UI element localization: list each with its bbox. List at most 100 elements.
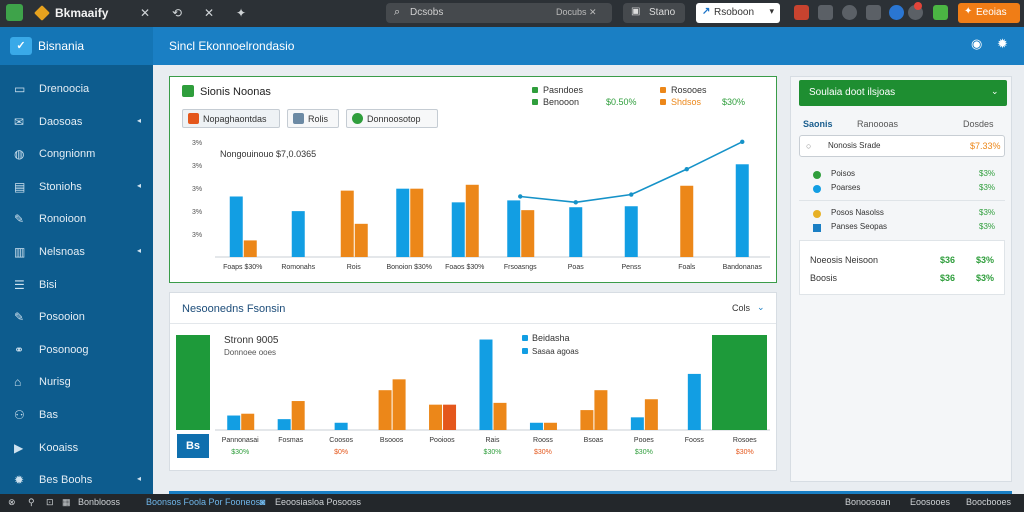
trend-point[interactable] [518,194,523,199]
taskbar-tray-item[interactable]: Bonoosoan [845,497,891,507]
sidebar-item[interactable]: ⚇ Bas [0,401,153,431]
bar[interactable] [429,404,443,430]
bar[interactable] [569,207,583,257]
cta-button[interactable]: ✦ Eeoias [958,3,1020,23]
app-brand[interactable]: Bkmaaify [55,6,109,20]
bar[interactable] [443,404,457,430]
tab-nopaghaontdas[interactable]: Nopaghaontdas [182,109,280,128]
bar[interactable] [396,188,410,257]
profile-icon[interactable] [842,5,857,20]
bar[interactable] [291,211,305,257]
sidebar-item[interactable]: ▭ Drenoocia [0,75,153,105]
tab-label: Rolis [308,114,329,124]
bar[interactable] [334,422,348,430]
taskbar-item[interactable]: Boonsos Foola Por Fooneos [146,497,261,507]
tab-icon [188,113,199,124]
bar[interactable] [580,410,594,430]
sidebar-item[interactable]: ☰ Bisi [0,271,153,301]
download-icon[interactable] [866,5,881,20]
pin-icon[interactable]: ✕ [204,6,215,20]
bar[interactable] [354,223,368,257]
camera-icon[interactable]: ◉ [971,36,983,51]
chevron-down-icon[interactable]: ⌄ [757,302,765,312]
settings-icon[interactable]: ✹ [997,36,1008,51]
windows-icon[interactable]: ⊗ [8,497,16,507]
highlight-row[interactable]: ○ Nonosis Srade $7.33% [799,135,1005,157]
refresh-icon[interactable]: ⟲ [172,6,183,20]
bookmark-icon[interactable]: ✦ [236,6,247,20]
bar[interactable] [529,422,543,430]
shield-icon[interactable] [818,5,833,20]
sidebar-item[interactable]: ✹ Bes Boohs ◂ [0,466,153,496]
bar[interactable] [594,390,608,430]
sidebar-item[interactable]: ✉ Daosoas ◂ [0,108,153,138]
trend-point[interactable] [684,166,689,172]
folder-icon[interactable]: ▦ [62,497,71,507]
sidebar-item[interactable]: ⚭ Posonoog [0,336,153,366]
bar[interactable] [340,190,354,257]
panel2-control[interactable]: Cols [732,303,751,313]
summary-header[interactable]: Soulaia doot ilsjoas ⌄ [799,80,1007,106]
tab-donnoosotop[interactable]: Donnoosotop [346,109,438,128]
bar[interactable] [291,401,305,430]
trend-point[interactable] [573,200,578,205]
bar[interactable] [624,206,638,257]
bar[interactable] [451,202,465,257]
bar[interactable] [277,419,291,430]
scrollbar[interactable] [169,491,1012,494]
trend-point[interactable] [740,139,745,145]
bar[interactable] [465,184,479,257]
sidebar-item[interactable]: ▥ Nelsnoas ◂ [0,238,153,268]
tab-dosdes[interactable]: Dosdes [963,119,994,129]
bar[interactable] [507,200,521,257]
trend-point[interactable] [629,192,634,197]
bar[interactable] [687,373,701,430]
bar[interactable] [410,188,424,257]
bar[interactable] [493,402,507,430]
bar[interactable] [229,196,243,257]
bar[interactable] [243,240,257,257]
search-box[interactable]: ⌕ Dcsobs Docubs ✕ [386,3,612,23]
radio-icon[interactable]: ○ [806,141,812,151]
sidebar-item[interactable]: ◍ Congnionm [0,140,153,170]
tab-saonis[interactable]: Saonis [803,119,833,129]
sidebar-item[interactable]: ▶ Kooaiss [0,434,153,464]
top-select[interactable]: ↗ Rsoboon ▾ [696,3,780,23]
tab-rolis[interactable]: Rolis [287,109,339,128]
bar[interactable] [521,210,535,257]
legend-label: Pasndoes [543,85,584,95]
search-input[interactable]: Dcsobs [410,7,444,18]
bar[interactable] [479,339,493,430]
bar[interactable] [630,417,644,430]
row-value: $3% [979,169,996,178]
back-icon[interactable]: ✕ [140,6,151,20]
tab-ranoooas[interactable]: Ranoooas [857,119,899,129]
revenue-bar-chart: 3%3%3%3%PannonasaiFosmasCoososBsooosPooi… [176,335,770,456]
app-logo-icon[interactable] [6,4,23,21]
top-action-button[interactable]: ▣ Stano [623,3,685,23]
bar[interactable] [735,164,749,257]
bar[interactable] [543,422,557,430]
bar[interactable] [241,413,255,430]
search-icon[interactable]: ⚲ [28,497,35,507]
task-view-icon[interactable]: ⊡ [46,497,54,507]
taskbar-tray-item[interactable]: Eoosooes [910,497,951,507]
monitor-icon: ▭ [14,82,26,96]
app-icon[interactable] [933,5,948,20]
bar[interactable] [227,415,241,430]
extension-icon[interactable] [794,5,809,20]
sidebar-item[interactable]: ⌂ Nurisg [0,368,153,398]
bar[interactable] [392,379,406,430]
browser-icon[interactable]: ◙ [260,497,266,507]
bar[interactable] [680,185,694,257]
sidebar-item[interactable]: ✎ Posooion [0,303,153,333]
x-tick-label: Frsoasngs [504,264,537,271]
bar[interactable] [644,399,658,430]
taskbar-item[interactable]: Bonblooss [78,497,121,507]
sidebar-item[interactable]: ▤ Stoniohs ◂ [0,173,153,203]
y-tick-label: 3% [192,163,202,170]
taskbar-item[interactable]: Eeoosiasloa Posooss [275,497,362,507]
bar[interactable] [378,390,392,430]
sync-icon[interactable] [889,5,904,20]
sidebar-item[interactable]: ✎ Ronoioon [0,205,153,235]
